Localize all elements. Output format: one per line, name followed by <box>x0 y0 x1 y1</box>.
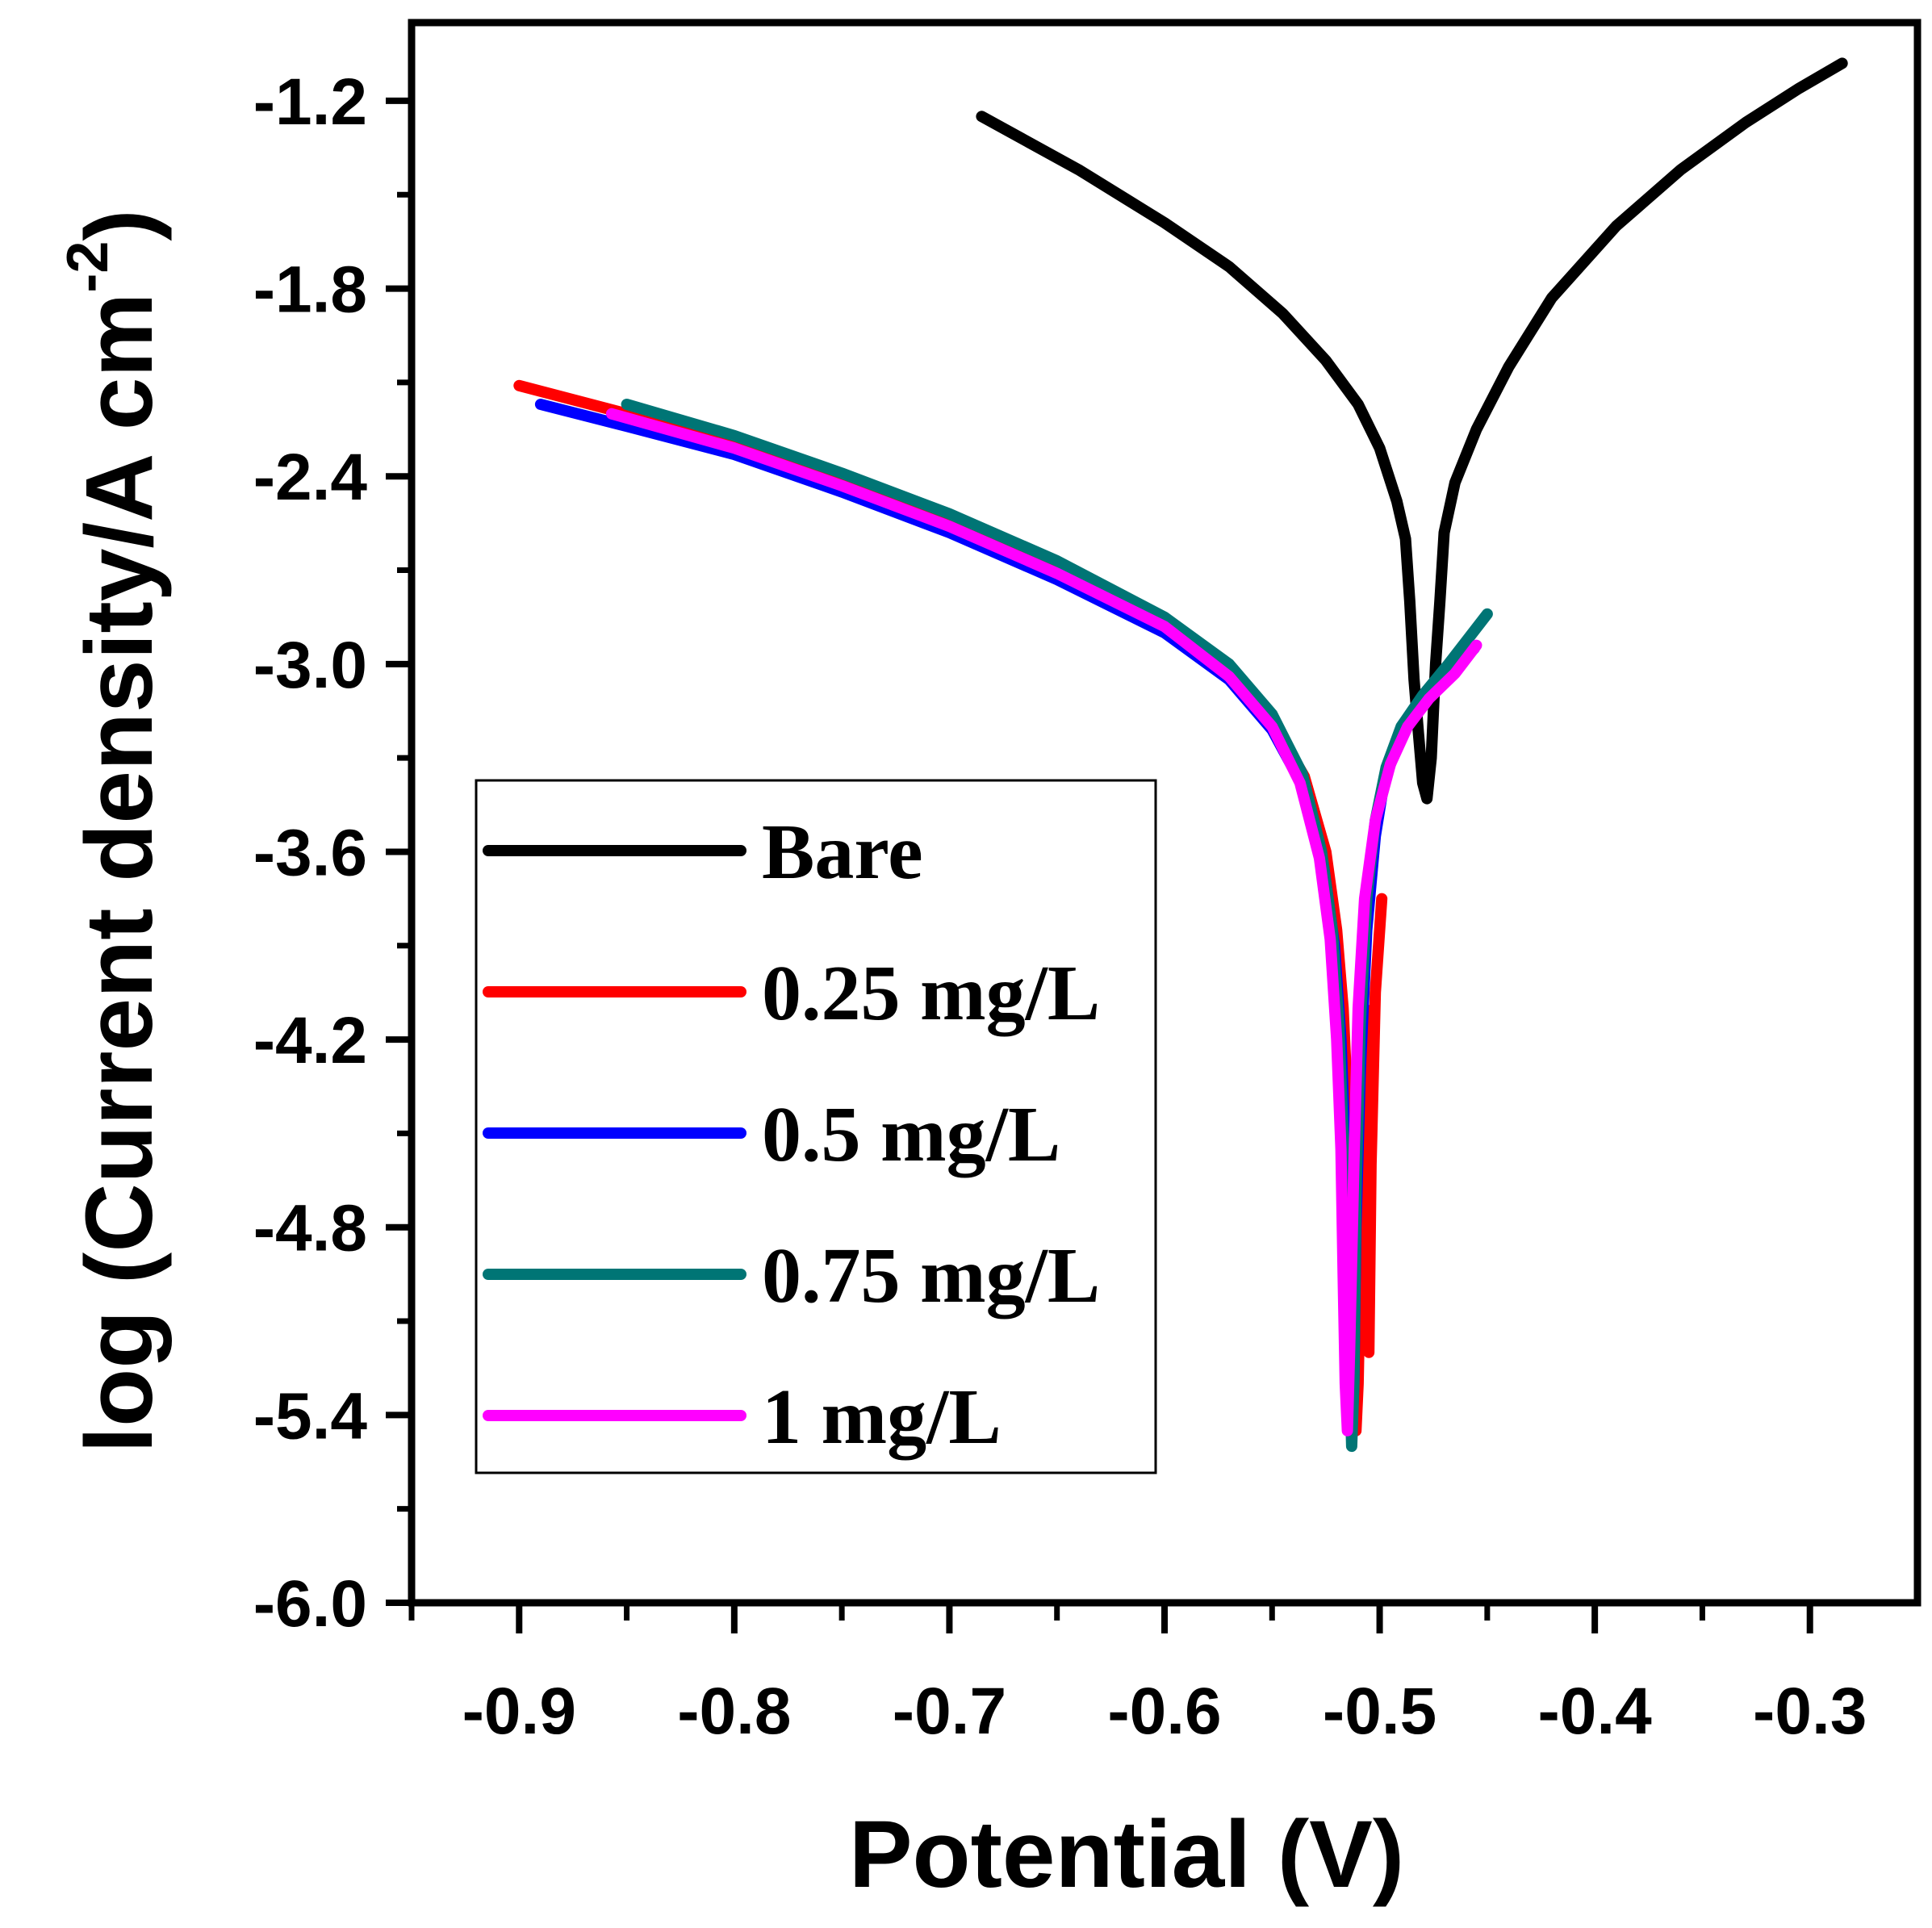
y-axis-title-close: ) <box>66 209 173 240</box>
x-tick-label: -0.5 <box>1323 1675 1436 1748</box>
legend: Bare 0.25 mg/L 0.5 mg/L 0.75 mg/L 1 mg/L <box>475 779 1157 1474</box>
legend-label-1-mg-l: 1 mg/L <box>762 1374 1002 1461</box>
y-tick-label: -1.8 <box>253 253 367 327</box>
legend-label-0-25-mg-l: 0.25 mg/L <box>762 950 1100 1037</box>
axis-ticks <box>386 97 1813 1633</box>
legend-label-bare: Bare <box>762 809 923 896</box>
data-series <box>513 57 1848 1453</box>
legend-label-0-5-mg-l: 0.5 mg/L <box>762 1091 1060 1178</box>
x-tick-label: -0.6 <box>1107 1675 1221 1748</box>
x-tick-label: -0.8 <box>677 1675 791 1748</box>
x-tick-label: -0.9 <box>462 1675 576 1748</box>
y-tick-label: -6.0 <box>253 1567 367 1641</box>
y-tick-label: -1.2 <box>253 65 367 139</box>
x-tick-label: -0.7 <box>893 1675 1006 1748</box>
series-line-bare <box>976 57 1848 805</box>
y-axis-title-superscript: -2 <box>56 241 120 293</box>
y-tick-label: -2.4 <box>253 441 368 514</box>
y-tick-label: -4.2 <box>253 1004 367 1077</box>
series-line-1-mg-l <box>605 408 1482 1437</box>
legend-box <box>475 779 1157 1474</box>
y-tick-label: -3.6 <box>253 816 367 889</box>
y-tick-label: -3.0 <box>253 629 367 702</box>
x-tick-label: -0.3 <box>1753 1675 1867 1748</box>
y-tick-labels: -6.0 -5.4 -4.8 -4.2 -3.6 -3.0 -2.4 -1.8 -1.2 <box>253 65 368 1641</box>
y-axis-title: log (Current density/A cm-2) <box>56 209 173 1453</box>
y-tick-label: -5.4 <box>253 1379 368 1453</box>
legend-label-0-75-mg-l: 0.75 mg/L <box>762 1232 1100 1319</box>
y-axis-title-main: log (Current density/A cm <box>66 293 173 1453</box>
x-tick-label: -0.4 <box>1537 1675 1652 1748</box>
x-tick-labels: -0.9 -0.8 -0.7 -0.6 -0.5 -0.4 -0.3 <box>462 1675 1867 1748</box>
x-axis-title: Potential (V) <box>849 1801 1404 1908</box>
y-tick-label: -4.8 <box>253 1192 367 1265</box>
